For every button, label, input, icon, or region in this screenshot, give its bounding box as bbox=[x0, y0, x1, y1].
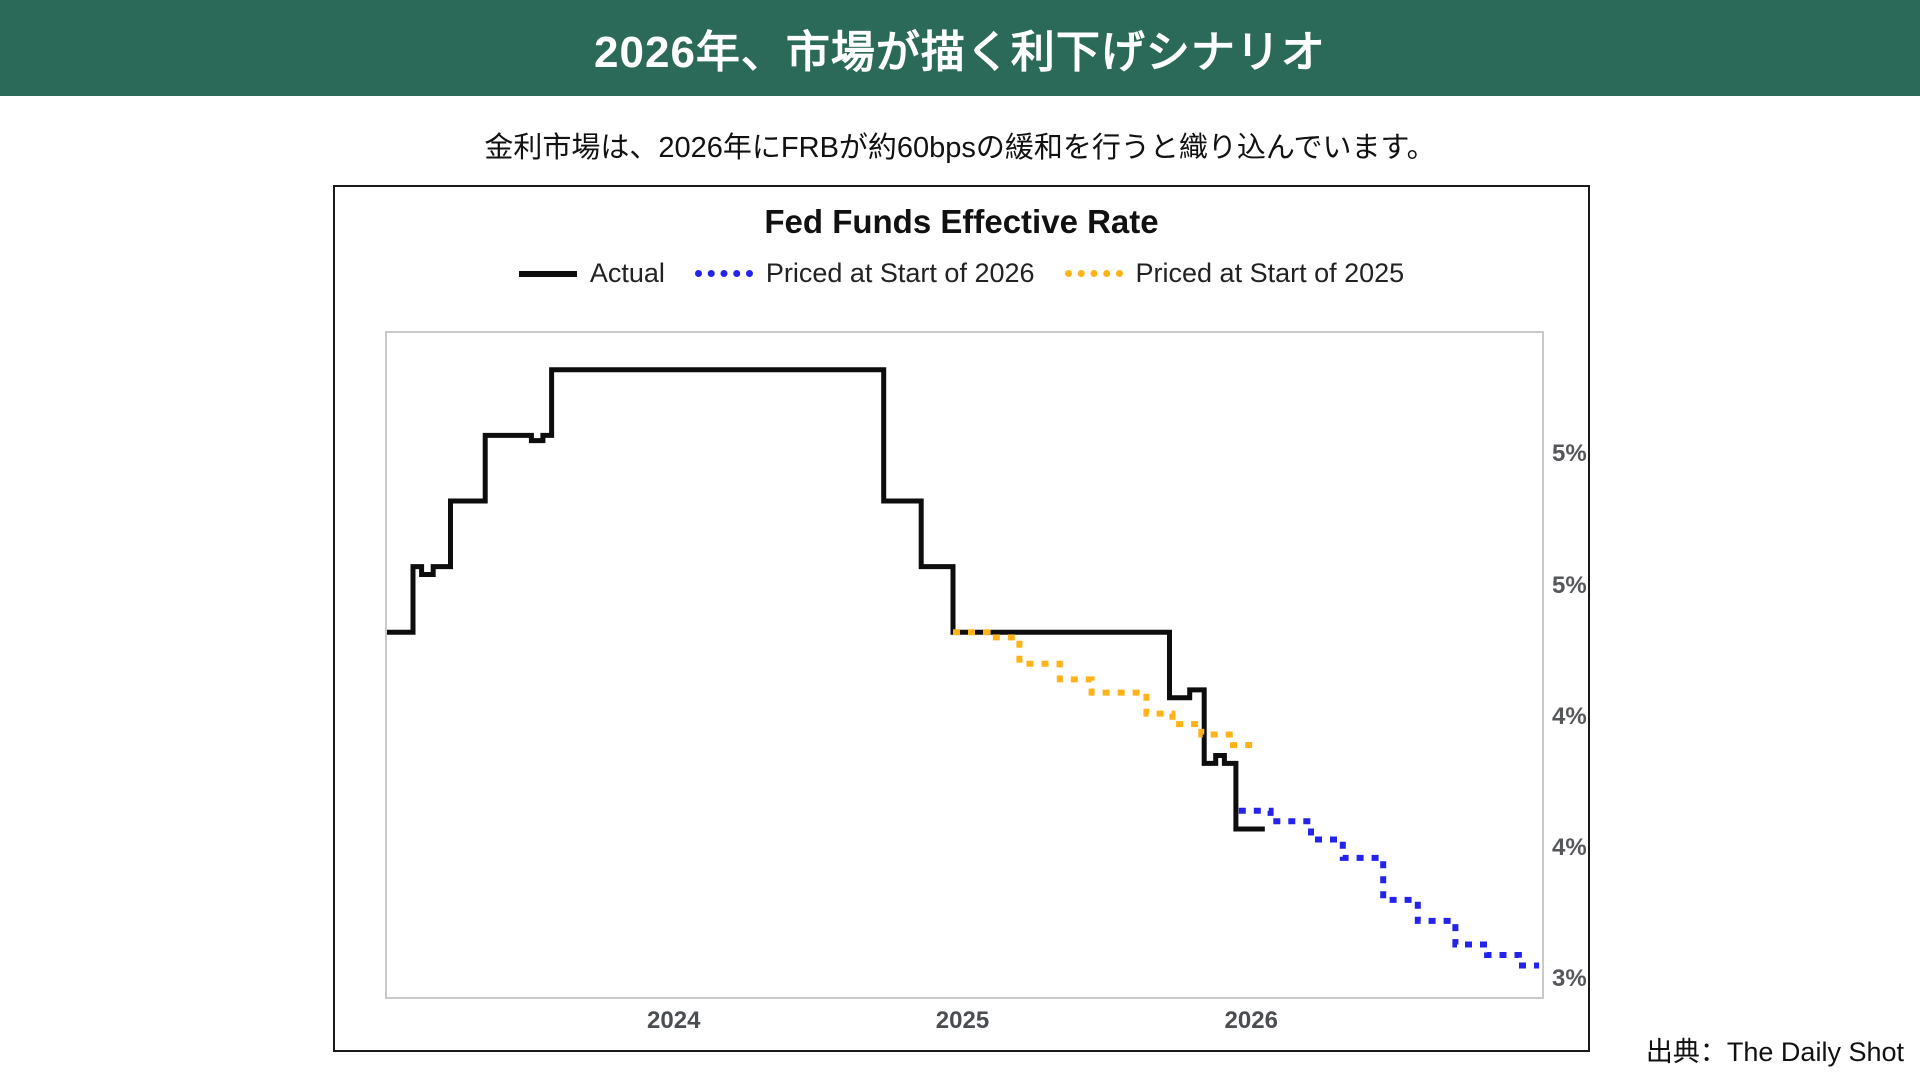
actual-line-swatch bbox=[519, 271, 577, 277]
x-tick-label: 2024 bbox=[624, 1007, 724, 1035]
header-bar: 2026年、市場が描く利下げシナリオ bbox=[0, 0, 1920, 96]
legend-item-priced-2025: Priced at Start of 2025 bbox=[1065, 258, 1405, 289]
y-tick-label: 5% bbox=[1552, 572, 1612, 600]
x-tick-label: 2025 bbox=[913, 1007, 1013, 1035]
legend-label-actual: Actual bbox=[590, 258, 665, 289]
chart-title: Fed Funds Effective Rate bbox=[333, 203, 1590, 241]
priced-2025-line-swatch bbox=[1065, 270, 1123, 277]
legend-label-priced-2025: Priced at Start of 2025 bbox=[1136, 258, 1405, 289]
series-line-priced_2025 bbox=[953, 632, 1253, 745]
y-tick-label: 4% bbox=[1552, 834, 1612, 862]
chart-svg bbox=[387, 333, 1542, 997]
y-tick-label: 3% bbox=[1552, 965, 1612, 993]
plot-area bbox=[385, 331, 1544, 999]
legend-item-actual: Actual bbox=[519, 258, 665, 289]
chart-legend: Actual Priced at Start of 2026 Priced at… bbox=[333, 258, 1590, 289]
priced-2026-line-swatch bbox=[695, 270, 753, 277]
series-line-priced_2026 bbox=[1239, 811, 1539, 966]
y-tick-label: 5% bbox=[1552, 440, 1612, 468]
legend-item-priced-2026: Priced at Start of 2026 bbox=[695, 258, 1035, 289]
page-title: 2026年、市場が描く利下げシナリオ bbox=[594, 16, 1326, 80]
x-tick-label: 2026 bbox=[1201, 1007, 1301, 1035]
page: 2026年、市場が描く利下げシナリオ 金利市場は、2026年にFRBが約60bp… bbox=[0, 0, 1920, 1080]
source-credit: 出典：The Daily Shot bbox=[1646, 1030, 1904, 1069]
series-line-actual bbox=[387, 370, 1265, 829]
y-tick-label: 4% bbox=[1552, 703, 1612, 731]
legend-label-priced-2026: Priced at Start of 2026 bbox=[766, 258, 1035, 289]
subtitle: 金利市場は、2026年にFRBが約60bpsの緩和を行うと織り込んでいます。 bbox=[0, 124, 1920, 166]
